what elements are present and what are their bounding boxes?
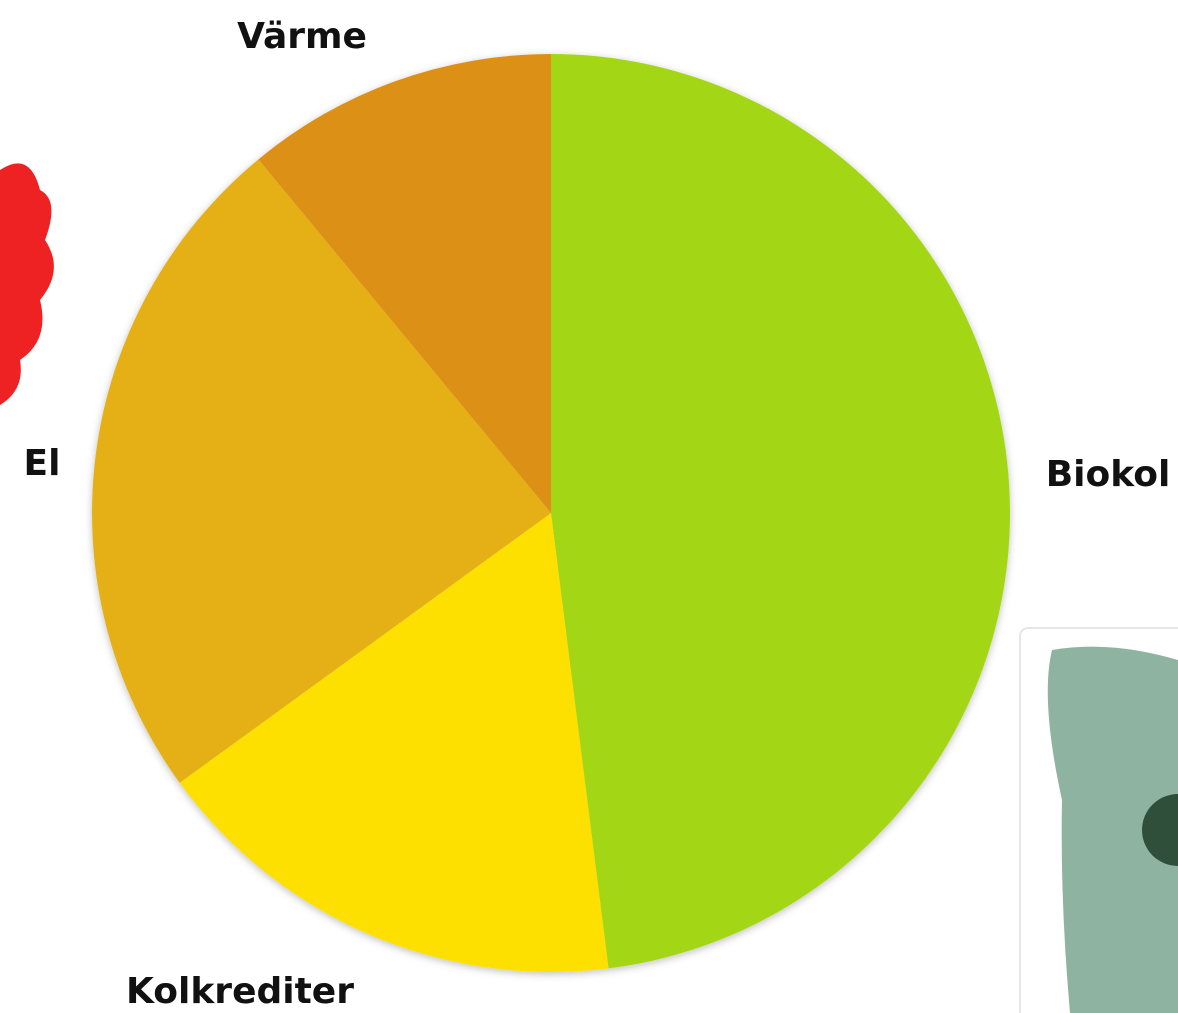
page: BiokolKolkrediterElVärme (() => { const … bbox=[0, 0, 1178, 1013]
pie-slice bbox=[551, 54, 1010, 968]
slice-label: Kolkrediter bbox=[126, 971, 354, 1012]
pie bbox=[92, 54, 1010, 972]
slice-label: Värme bbox=[237, 16, 367, 57]
slice-label: Biokol bbox=[1046, 454, 1171, 495]
chart: Biokol Kolkrediter El Värme bbox=[0, 0, 1178, 1013]
slice-label: El bbox=[24, 443, 61, 484]
